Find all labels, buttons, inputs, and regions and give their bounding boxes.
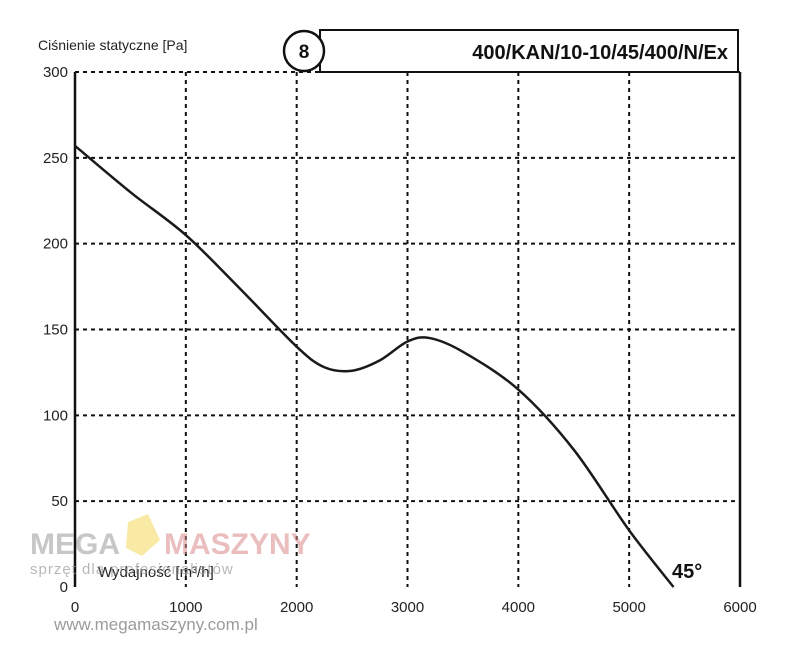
x-tick-label: 3000 bbox=[391, 599, 424, 616]
chart-title: 400/KAN/10-10/45/400/N/Ex bbox=[472, 42, 728, 64]
x-tick-label: 4000 bbox=[502, 599, 535, 616]
series-line bbox=[74, 144, 675, 588]
x-axis-label: Wydajność [m³/h] bbox=[98, 564, 214, 581]
x-tick-label: 1000 bbox=[169, 599, 202, 616]
y-tick-label: 50 bbox=[51, 493, 68, 510]
series-group bbox=[74, 144, 675, 588]
grid bbox=[75, 71, 740, 587]
axes bbox=[73, 72, 742, 587]
x-tick-label: 5000 bbox=[612, 599, 645, 616]
watermark: MEGA MASZYNY Wydajność [m³/h] sprzęt dla… bbox=[30, 514, 311, 634]
x-tick-labels: 0 1000 2000 3000 4000 5000 6000 bbox=[71, 599, 757, 616]
y-tick-label: 200 bbox=[43, 236, 68, 253]
title-box: 8 400/KAN/10-10/45/400/N/Ex bbox=[282, 29, 739, 73]
y-tick-label: 250 bbox=[43, 150, 68, 167]
x-tick-label: 0 bbox=[71, 599, 79, 616]
watermark-brand-left: MEGA bbox=[30, 528, 120, 561]
x-tick-label: 6000 bbox=[723, 599, 756, 616]
watermark-brand-right: MASZYNY bbox=[164, 528, 311, 561]
y-tick-label: 150 bbox=[43, 322, 68, 339]
angle-label: 45° bbox=[672, 561, 702, 583]
y-tick-labels: 0 50 100 150 200 250 300 bbox=[43, 64, 68, 596]
y-axis-label: Ciśnienie statyczne [Pa] bbox=[38, 37, 187, 53]
y-tick-label: 0 bbox=[60, 579, 68, 596]
x-tick-label: 2000 bbox=[280, 599, 313, 616]
watermark-tagline: sprzęt dla profesjonalistów bbox=[30, 561, 234, 578]
watermark-logo-icon bbox=[126, 514, 160, 556]
watermark-url: www.megamaszyny.com.pl bbox=[53, 615, 258, 634]
series-badge: 8 bbox=[299, 42, 310, 63]
series-badge-circle bbox=[282, 29, 326, 73]
y-tick-label: 100 bbox=[43, 407, 68, 424]
y-tick-label: 300 bbox=[43, 64, 68, 81]
